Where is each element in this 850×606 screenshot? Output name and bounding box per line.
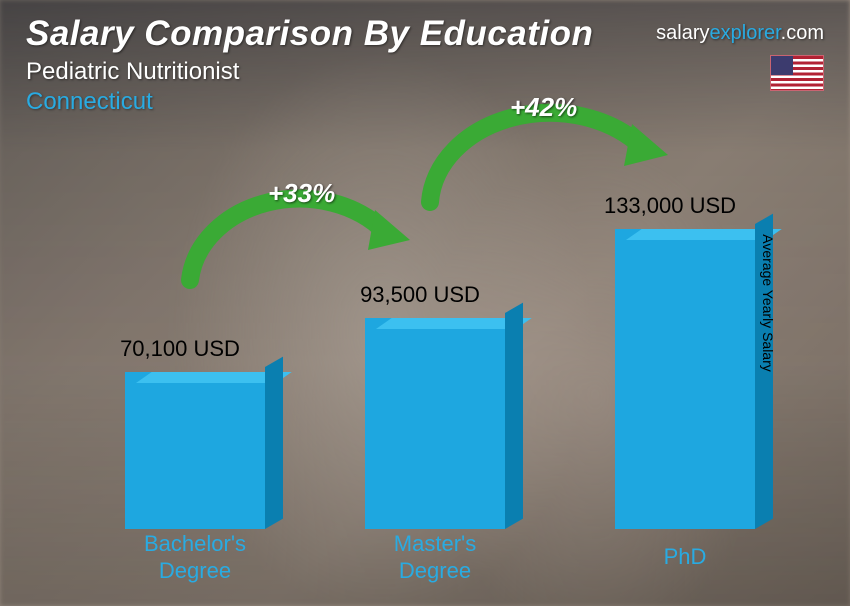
flag-icon — [770, 55, 824, 91]
bar-group: 93,500 USD Master'sDegree — [350, 318, 520, 584]
increase-arc — [160, 140, 420, 310]
bar-3d — [125, 372, 265, 529]
increase-label: +33% — [268, 178, 335, 209]
bar-group: 133,000 USD PhD — [600, 229, 770, 584]
brand-accent: explorer — [710, 22, 781, 44]
category-label: Bachelor'sDegree — [110, 531, 280, 584]
bar-front-face — [125, 372, 265, 529]
bar-side-face — [265, 357, 283, 529]
bar-side-face — [505, 303, 523, 529]
category-label: Master'sDegree — [350, 531, 520, 584]
brand-suffix: .com — [781, 22, 824, 44]
bar-3d — [365, 318, 505, 529]
category-label: PhD — [600, 544, 770, 570]
bar-front-face — [615, 229, 755, 529]
brand-text: salaryexplorer.com — [656, 22, 824, 45]
brand-prefix: salary — [656, 22, 709, 44]
value-label: 70,100 USD — [80, 336, 280, 362]
bar-group: 70,100 USD Bachelor'sDegree — [110, 372, 280, 584]
branding: salaryexplorer.com — [656, 22, 824, 96]
bar-3d — [615, 229, 755, 529]
y-axis-label: Average Yearly Salary — [759, 234, 775, 372]
bar-front-face — [365, 318, 505, 529]
